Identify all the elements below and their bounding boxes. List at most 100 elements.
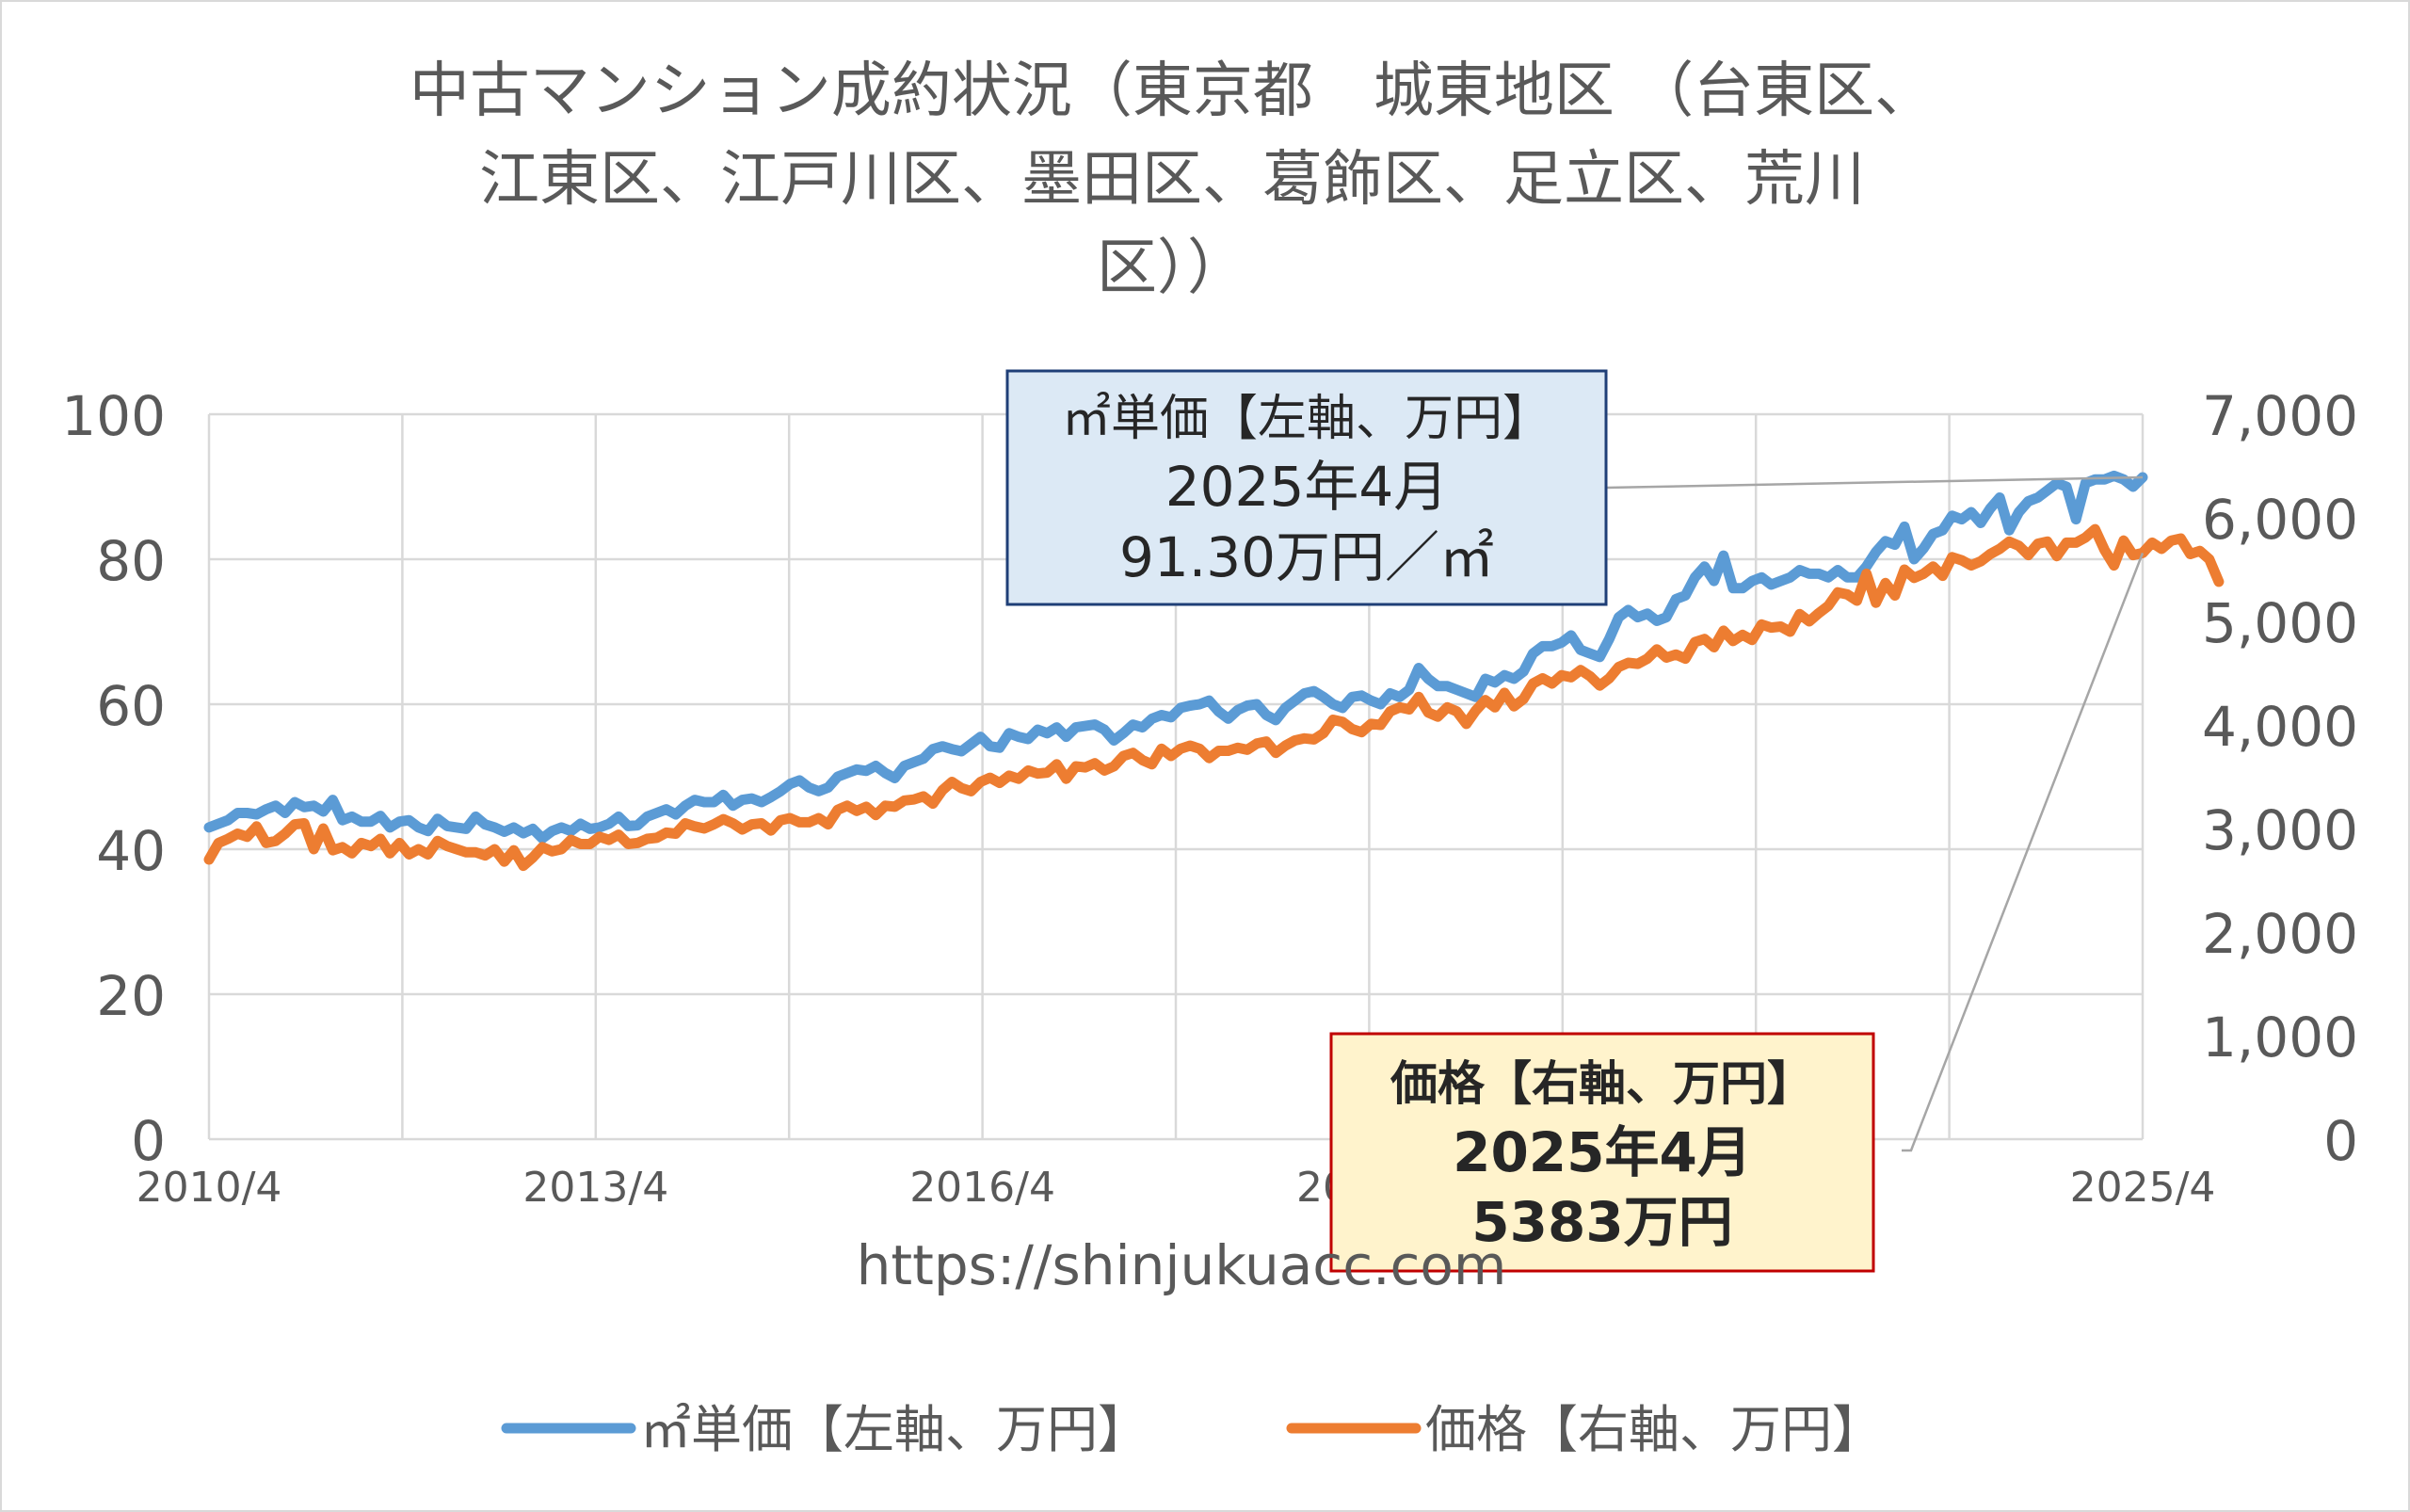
data-point (1845, 592, 1849, 596)
data-point (531, 827, 535, 830)
right-axis-tick-label: 6,000 (2202, 488, 2358, 552)
data-point (1359, 731, 1363, 734)
data-point (2017, 510, 2021, 514)
data-point (246, 812, 249, 815)
data-point (2208, 557, 2211, 561)
callout-leader-line (1902, 552, 2145, 1152)
data-point (845, 804, 849, 808)
data-point (1283, 706, 1287, 710)
data-point (464, 850, 468, 854)
data-point (1141, 726, 1145, 730)
data-point (2122, 539, 2126, 542)
data-point (331, 798, 335, 802)
data-point (1217, 710, 1221, 714)
data-point (408, 818, 411, 822)
data-point (1817, 571, 1821, 575)
right-axis-tick-label: 1,000 (2202, 1005, 2358, 1070)
unit-price-line (203, 470, 2148, 844)
data-point (283, 832, 287, 836)
data-point (312, 804, 315, 808)
gridlines (207, 412, 2145, 1141)
data-point (1055, 763, 1059, 766)
data-point (417, 826, 421, 829)
data-point (931, 802, 935, 806)
data-point (1227, 749, 1230, 753)
data-point (207, 858, 211, 861)
data-point (302, 822, 306, 826)
data-point (1560, 641, 1564, 645)
data-point (1808, 619, 1811, 623)
data-point (959, 786, 963, 790)
data-point (817, 789, 821, 793)
data-point (1541, 644, 1545, 648)
data-point (1150, 716, 1154, 720)
data-point (1017, 777, 1020, 780)
data-point (1341, 706, 1344, 710)
data-point (2160, 547, 2163, 551)
data-point (1179, 706, 1182, 710)
data-point (1322, 695, 1326, 699)
data-point (1369, 722, 1373, 726)
data-point (1417, 667, 1421, 670)
data-point (779, 789, 782, 793)
data-point (1007, 774, 1011, 778)
data-point (607, 838, 611, 842)
data-point (1093, 762, 1097, 765)
data-point (2083, 536, 2087, 539)
data-point (665, 830, 668, 834)
data-point (540, 845, 544, 849)
data-point (341, 845, 345, 849)
data-point (579, 822, 583, 826)
data-point (2083, 481, 2087, 485)
data-point (827, 786, 830, 790)
data-point (226, 837, 230, 841)
data-point (598, 835, 602, 839)
data-point (1789, 630, 1792, 634)
data-point (1731, 639, 1735, 643)
data-point (712, 800, 715, 804)
chart-title-line: 江東区、江戸川区、墨田区、葛飾区、足立区、荒川 (479, 145, 1865, 215)
data-point (741, 798, 745, 802)
data-point (1674, 597, 1678, 601)
data-point (2198, 549, 2202, 553)
data-point (1455, 710, 1459, 714)
data-point (1712, 579, 1716, 583)
data-point (1484, 677, 1487, 681)
data-point (2055, 481, 2059, 485)
data-point (226, 818, 230, 822)
callout-text: 2025年4月 (1453, 1120, 1752, 1184)
data-point (1588, 651, 1592, 655)
right-axis-tick-label: 5,000 (2202, 591, 2358, 655)
data-point (2113, 564, 2116, 568)
data-point (1722, 554, 1726, 557)
data-point (503, 830, 506, 834)
data-point (1445, 684, 1449, 688)
data-point (683, 804, 687, 808)
data-point (1331, 718, 1335, 722)
data-point (1893, 594, 1897, 598)
data-point (1132, 751, 1135, 755)
data-point (397, 841, 401, 844)
data-point (1865, 571, 1869, 575)
data-point (1398, 705, 1402, 709)
data-point (255, 825, 259, 828)
data-point (912, 797, 916, 801)
data-point (903, 798, 907, 802)
data-point (1826, 575, 1830, 579)
data-point (674, 832, 678, 836)
data-point (769, 828, 773, 832)
data-point (331, 848, 335, 852)
data-point (817, 816, 821, 820)
data-point (274, 804, 278, 808)
data-point (1655, 648, 1659, 651)
data-point (235, 832, 239, 836)
data-point (1655, 619, 1659, 623)
data-point (2074, 518, 2078, 522)
data-point (1169, 754, 1173, 758)
data-point (827, 823, 830, 827)
left-axis-tick-label: 100 (61, 384, 166, 448)
data-point (855, 809, 859, 812)
data-point (1112, 739, 1116, 743)
data-point (1750, 638, 1754, 642)
data-point (1607, 637, 1611, 641)
